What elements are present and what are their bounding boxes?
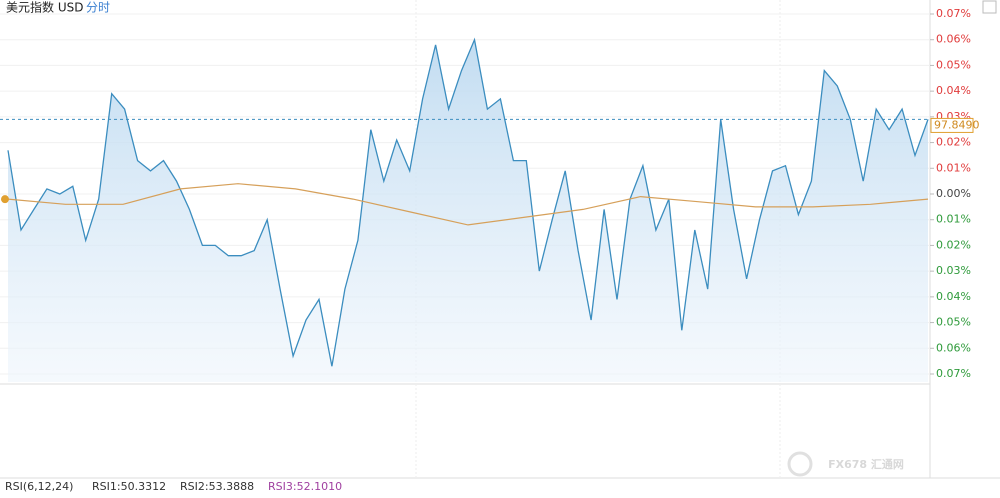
watermark: FX678 汇通网 [828, 458, 904, 471]
y-tick-label: 0.05% [936, 316, 971, 329]
y-tick-label: 0.02% [936, 238, 971, 251]
menu-button[interactable] [982, 0, 997, 14]
y-tick-label: 0.02% [936, 136, 971, 149]
y-tick-label: 0.01% [936, 213, 971, 226]
watermark-logo [787, 451, 813, 477]
price-line [7, 37, 929, 367]
indicator-value: RSI3:52.1010 [268, 480, 342, 493]
chart-subtitle[interactable]: 分时 [86, 1, 110, 15]
chart-title: 美元指数 USD [6, 0, 83, 15]
y-tick-label: 0.06% [936, 341, 971, 354]
average-line [7, 183, 929, 226]
y-tick-label: 0.01% [936, 161, 971, 174]
y-tick-label: 0.05% [936, 58, 971, 71]
area-fill [8, 39, 928, 382]
y-tick-label: 0.00% [936, 187, 971, 200]
y-tick-label: 0.04% [936, 84, 971, 97]
indicator-value: RSI2:53.3888 [180, 480, 254, 493]
indicator-value: RSI1:50.3312 [92, 480, 166, 493]
last-price-label: 97.8490 [934, 118, 980, 131]
y-tick-label: 0.03% [936, 264, 971, 277]
y-tick-label: 0.06% [936, 33, 971, 46]
indicator-name: RSI(6,12,24) [5, 480, 73, 493]
y-tick-label: 0.07% [936, 7, 971, 20]
start-dot [1, 195, 9, 204]
y-tick-label: 0.07% [936, 367, 971, 380]
y-tick-label: 0.04% [936, 290, 971, 303]
last-price-box [930, 117, 974, 133]
